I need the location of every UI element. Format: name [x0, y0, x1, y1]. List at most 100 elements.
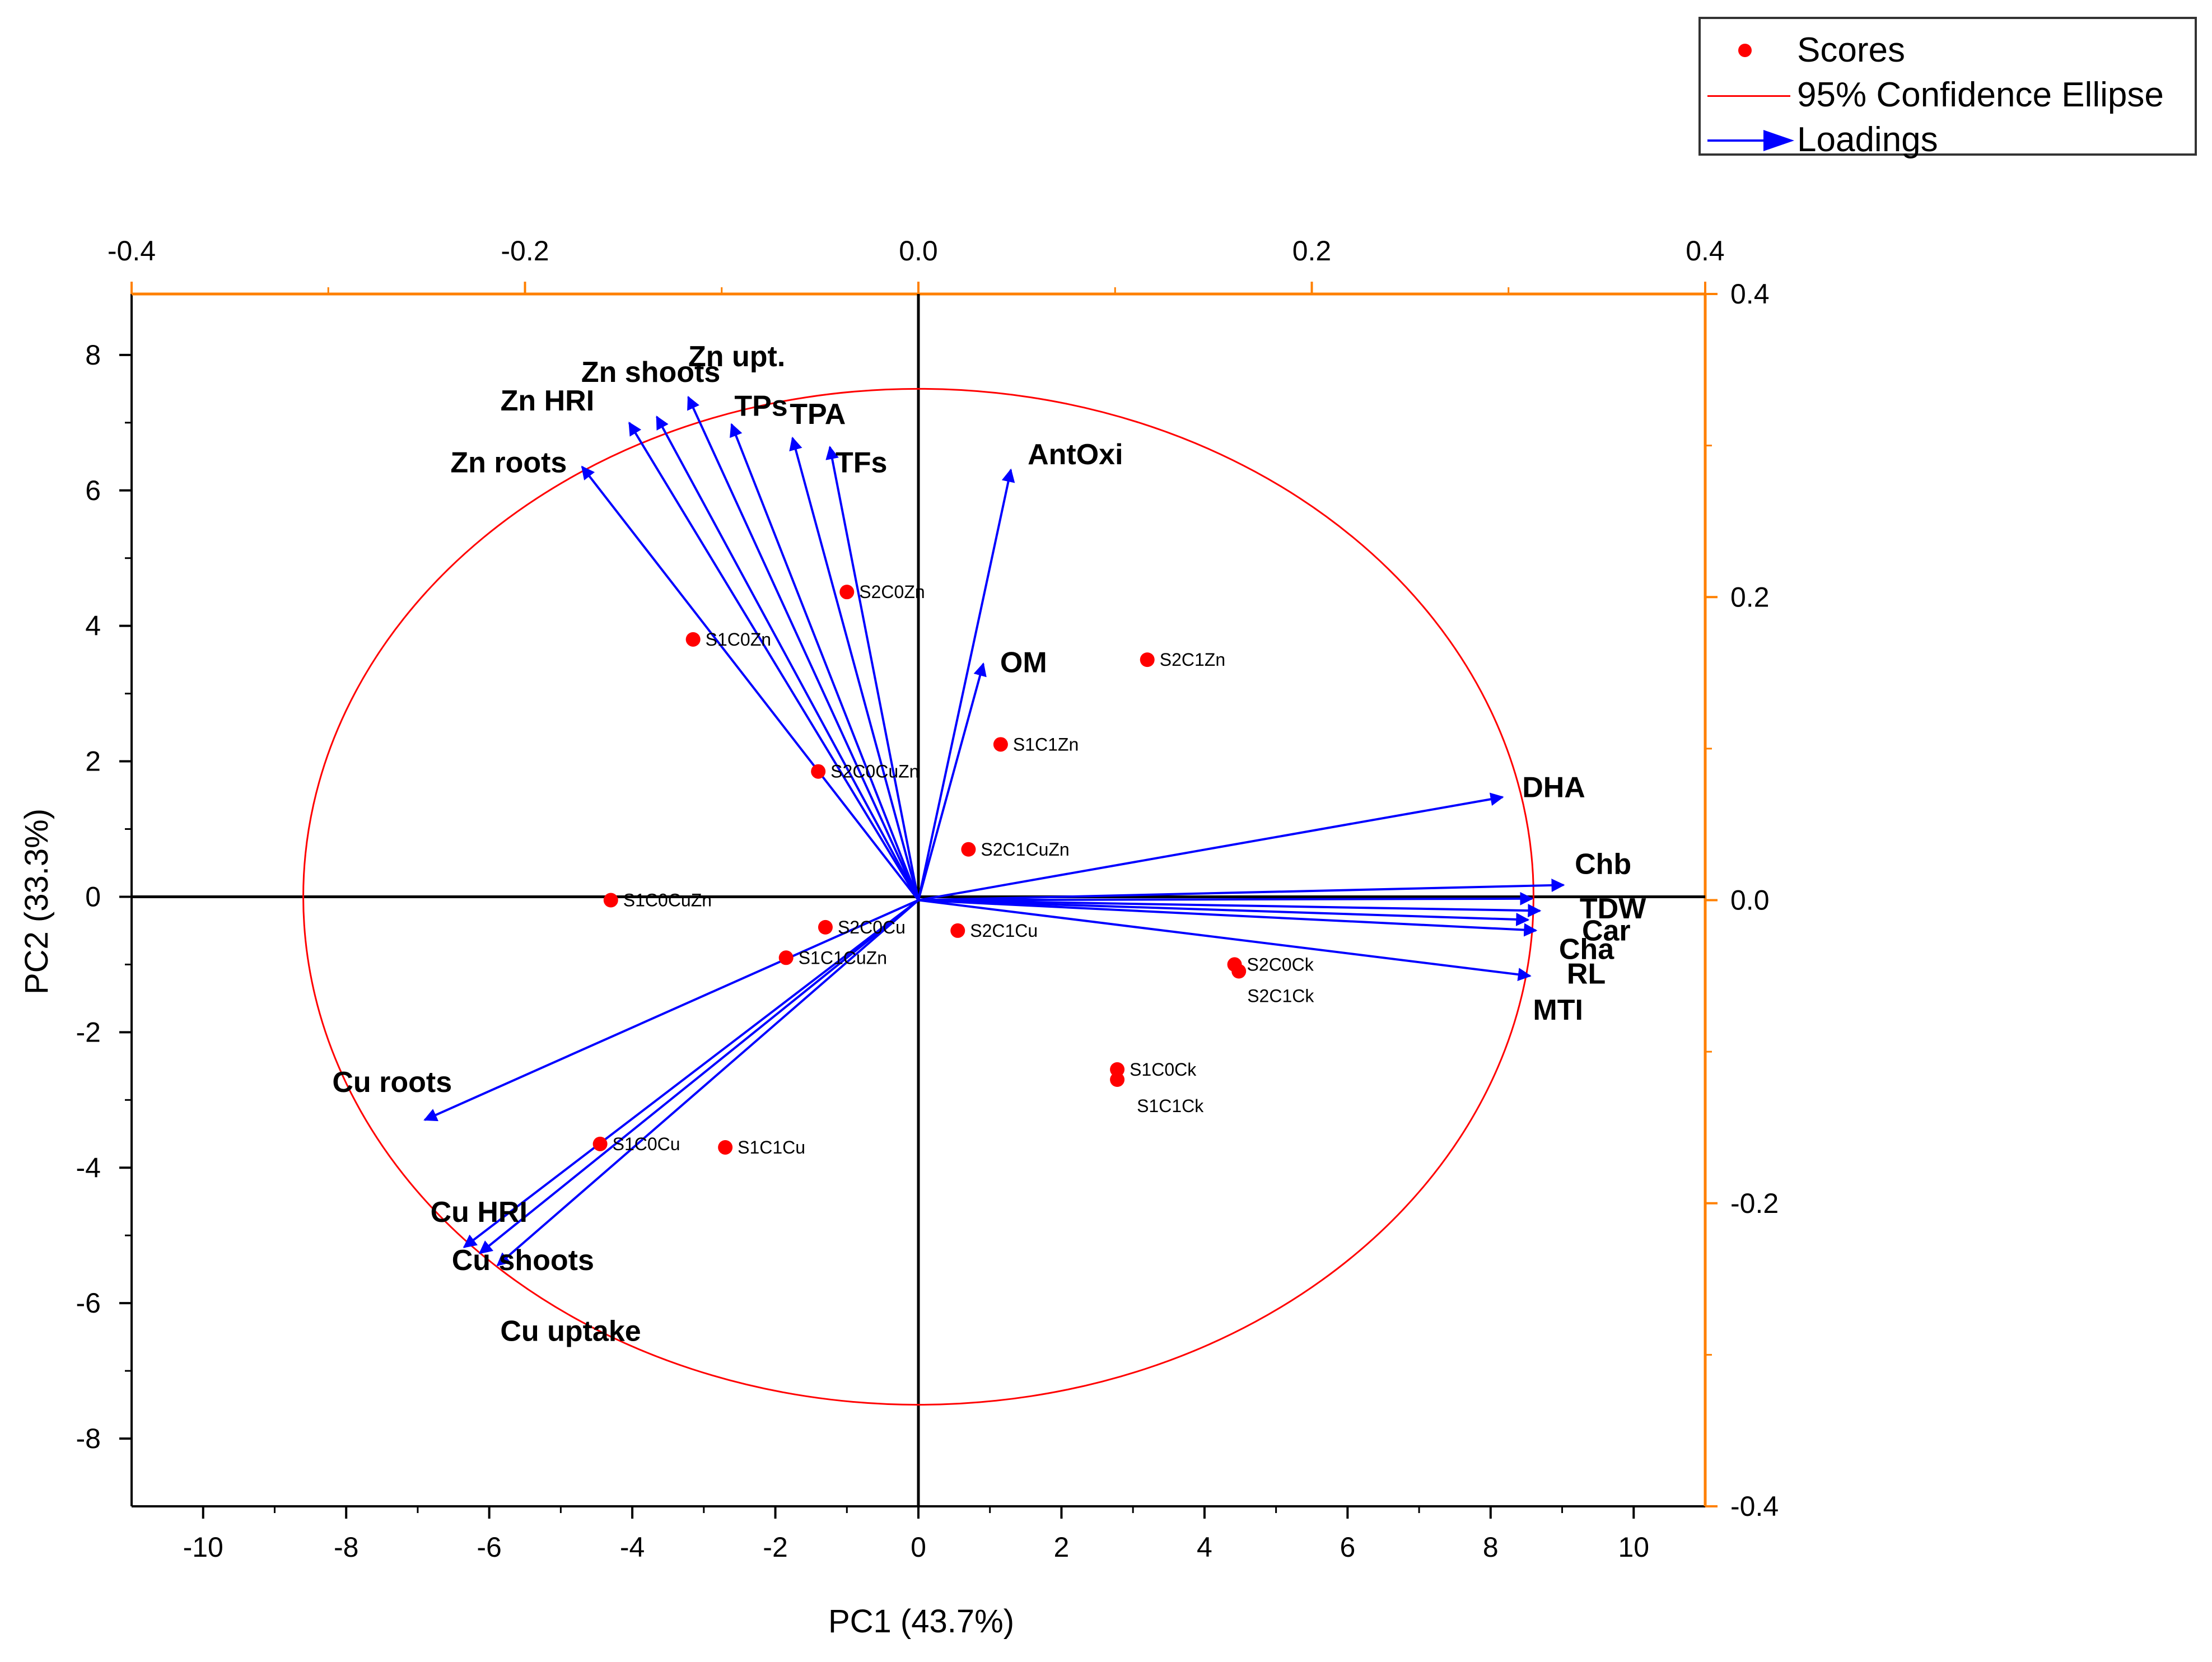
loading-label: TPA: [790, 398, 846, 431]
y-tick-label: 6: [85, 475, 101, 506]
loading-label: MTI: [1533, 994, 1583, 1026]
y-tick-label: -8: [76, 1423, 101, 1454]
x-tick-label: 6: [1340, 1532, 1355, 1563]
loading-arrow: [825, 445, 920, 900]
score-point: [1231, 964, 1247, 979]
right-tick-label: -0.2: [1730, 1188, 1779, 1219]
score-label: S1C1Ck: [1137, 1096, 1204, 1116]
loading-label: RL: [1567, 958, 1606, 991]
loading-arrow: [423, 899, 919, 1122]
loading-label: TFs: [836, 446, 887, 479]
top-tick-label: -0.2: [501, 235, 549, 267]
top-tick-label: -0.4: [108, 235, 156, 267]
score-label: S2C0Cu: [838, 917, 906, 937]
score-label: S1C1Cu: [738, 1137, 805, 1157]
x-tick-label: 0: [911, 1532, 926, 1563]
loading-arrow: [656, 416, 920, 901]
loading-arrow: [918, 899, 1530, 926]
loading-label: Chb: [1575, 848, 1631, 880]
score-label: S2C0Ck: [1247, 954, 1314, 974]
loading-arrow: [917, 468, 1015, 900]
x-axis-title: PC1 (43.7%): [828, 1603, 1014, 1640]
score-label: S2C0CuZn: [830, 762, 919, 782]
y-axis-title: PC2 (33.3%): [18, 809, 55, 995]
right-tick-label: -0.4: [1730, 1491, 1779, 1522]
loading-label: Cu uptake: [500, 1315, 641, 1348]
loading-arrow: [789, 436, 920, 901]
right-tick-label: 0.4: [1730, 278, 1770, 310]
y-tick-label: -2: [76, 1016, 101, 1048]
loading-arrow: [918, 792, 1504, 902]
score-point: [592, 1136, 608, 1151]
score-label: S2C0Zn: [859, 582, 925, 602]
loading-arrow: [496, 899, 920, 1267]
legend-label: Scores: [1797, 31, 1905, 69]
score-point: [778, 950, 794, 965]
score-label: S2C1Zn: [1160, 650, 1225, 670]
y-tick-label: -6: [76, 1287, 101, 1319]
score-point: [818, 919, 833, 935]
top-tick-label: 0.4: [1686, 235, 1725, 267]
score-label: S1C1CuZn: [799, 947, 887, 968]
loading-label: Zn shoots: [581, 356, 720, 389]
loading-arrow: [628, 421, 920, 901]
x-tick-label: 8: [1483, 1532, 1499, 1563]
loading-arrow: [917, 662, 987, 901]
score-label: S2C1CuZn: [981, 839, 1069, 860]
loading-arrow: [918, 899, 1538, 937]
score-label: S1C0Zn: [706, 629, 771, 650]
top-tick-label: 0.2: [1292, 235, 1332, 267]
loading-arrow: [687, 395, 920, 901]
legend-label: 95% Confidence Ellipse: [1797, 76, 2164, 114]
loading-arrow: [918, 899, 1532, 982]
y-tick-label: 0: [85, 881, 101, 912]
x-tick-label: -6: [477, 1532, 501, 1563]
score-point: [961, 842, 976, 857]
score-label: S2C1Cu: [970, 921, 1038, 941]
score-point: [718, 1140, 733, 1155]
loading-arrow: [918, 899, 1542, 918]
x-tick-label: -8: [334, 1532, 358, 1563]
right-tick-label: 0.2: [1730, 581, 1770, 613]
loading-arrow-icon: [1707, 130, 1794, 151]
score-label: S1C0CuZn: [623, 890, 712, 911]
score-point: [1110, 1072, 1125, 1087]
y-tick-label: -4: [76, 1152, 101, 1183]
x-tick-label: -2: [763, 1532, 787, 1563]
loading-label: DHA: [1522, 771, 1585, 804]
score-dot-icon: [1738, 44, 1752, 57]
right-tick-label: 0.0: [1730, 885, 1770, 916]
x-tick-label: 4: [1197, 1532, 1212, 1563]
loading-label: Cu roots: [332, 1066, 452, 1099]
x-tick-label: 10: [1618, 1532, 1649, 1563]
loading-label: AntOxi: [1028, 438, 1123, 471]
legend-item-ellipse: 95% Confidence Ellipse: [1701, 73, 2195, 118]
x-tick-label: -4: [620, 1532, 645, 1563]
score-label: S1C0Cu: [613, 1134, 680, 1154]
loading-label: OM: [1000, 646, 1047, 679]
score-label: S1C1Zn: [1013, 734, 1079, 754]
loading-label: TDW: [1580, 893, 1646, 925]
loading-label: Car: [1582, 914, 1631, 947]
score-label: S2C1Ck: [1247, 986, 1314, 1006]
score-point: [839, 585, 855, 600]
loading-label: Zn upt.: [688, 340, 785, 373]
loading-arrow: [478, 899, 920, 1254]
loading-arrow: [918, 878, 1565, 902]
score-point: [993, 737, 1008, 752]
legend-item-loadings: Loadings: [1701, 118, 2195, 162]
score-point: [950, 923, 965, 938]
confidence-ellipse: [302, 388, 1534, 1406]
loading-arrow: [581, 465, 920, 901]
loading-arrow: [730, 423, 920, 901]
legend: Scores 95% Confidence Ellipse Loadings: [1698, 17, 2197, 159]
score-point: [1140, 652, 1155, 667]
y-tick-label: 8: [85, 339, 101, 371]
loading-label: Zn HRI: [501, 385, 595, 417]
score-point: [811, 764, 826, 779]
loading-label: Cu HRI: [431, 1196, 528, 1229]
loading-label: Cha: [1559, 933, 1614, 966]
loading-label: TPs: [734, 390, 787, 423]
loading-label: Zn roots: [450, 447, 567, 479]
